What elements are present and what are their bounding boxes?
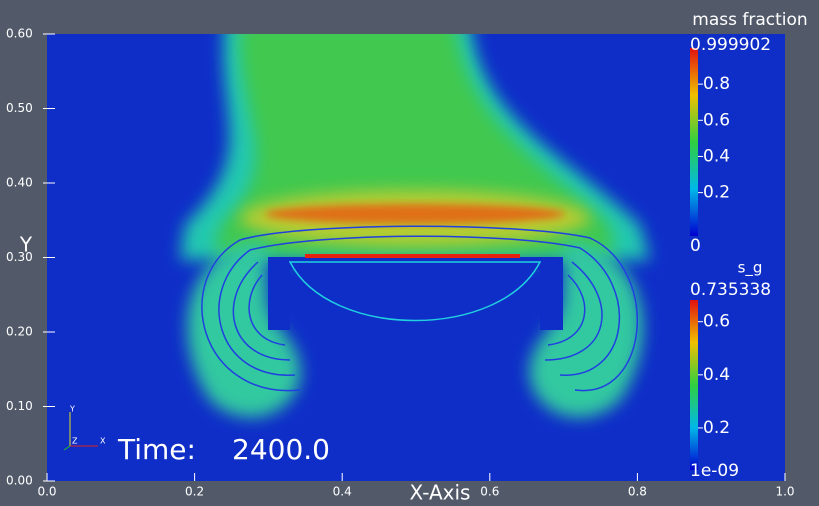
x-tick-label: 1.0 [775, 485, 794, 499]
render-view: Y Z X Time: 2400.0 X-Axis Y 0.00.20.40.6… [0, 0, 819, 506]
y-tick-label: 0.60 [6, 27, 33, 41]
legend-tick-label: 0.8 [703, 74, 730, 94]
triad-label: Y [69, 405, 75, 414]
x-tick-label: 0.0 [37, 485, 56, 499]
triad-label: Z [72, 437, 78, 446]
legend-tick-label: 0.6 [703, 312, 730, 332]
legend-max: 0.999902 [690, 35, 771, 55]
x-tick-label: 0.8 [628, 485, 647, 499]
legend-max: 0.735338 [690, 280, 771, 300]
legend-tick-label: 0.6 [703, 110, 730, 130]
y-tick-label: 0.40 [6, 176, 33, 190]
x-tick-label: 0.4 [333, 485, 352, 499]
x-tick-label: 0.6 [480, 485, 499, 499]
y-tick-label: 0.10 [6, 399, 33, 413]
x-axis-label: X-Axis [410, 481, 471, 505]
legend-tick-label: 0.2 [703, 418, 730, 438]
legend-title: s_g [738, 259, 763, 278]
y-tick-label: 0.50 [6, 101, 33, 115]
legend-title: mass fraction [692, 10, 807, 30]
time-label: Time: [117, 433, 196, 466]
colorbar [690, 300, 698, 470]
legend-tick-label: 0.4 [703, 146, 730, 166]
legend-min: 1e-09 [690, 461, 739, 481]
colorbar [690, 48, 698, 236]
y-tick-label: 0.20 [6, 325, 33, 339]
legend-tick-label: 0.2 [703, 183, 730, 203]
y-tick-label: 0.00 [6, 474, 33, 488]
legend-min: 0 [690, 236, 701, 256]
time-value: 2400.0 [232, 433, 330, 466]
triad-label: X [100, 437, 106, 446]
x-tick-label: 0.2 [185, 485, 204, 499]
y-tick-label: 0.30 [6, 250, 33, 264]
legend-tick-label: 0.4 [703, 365, 730, 385]
